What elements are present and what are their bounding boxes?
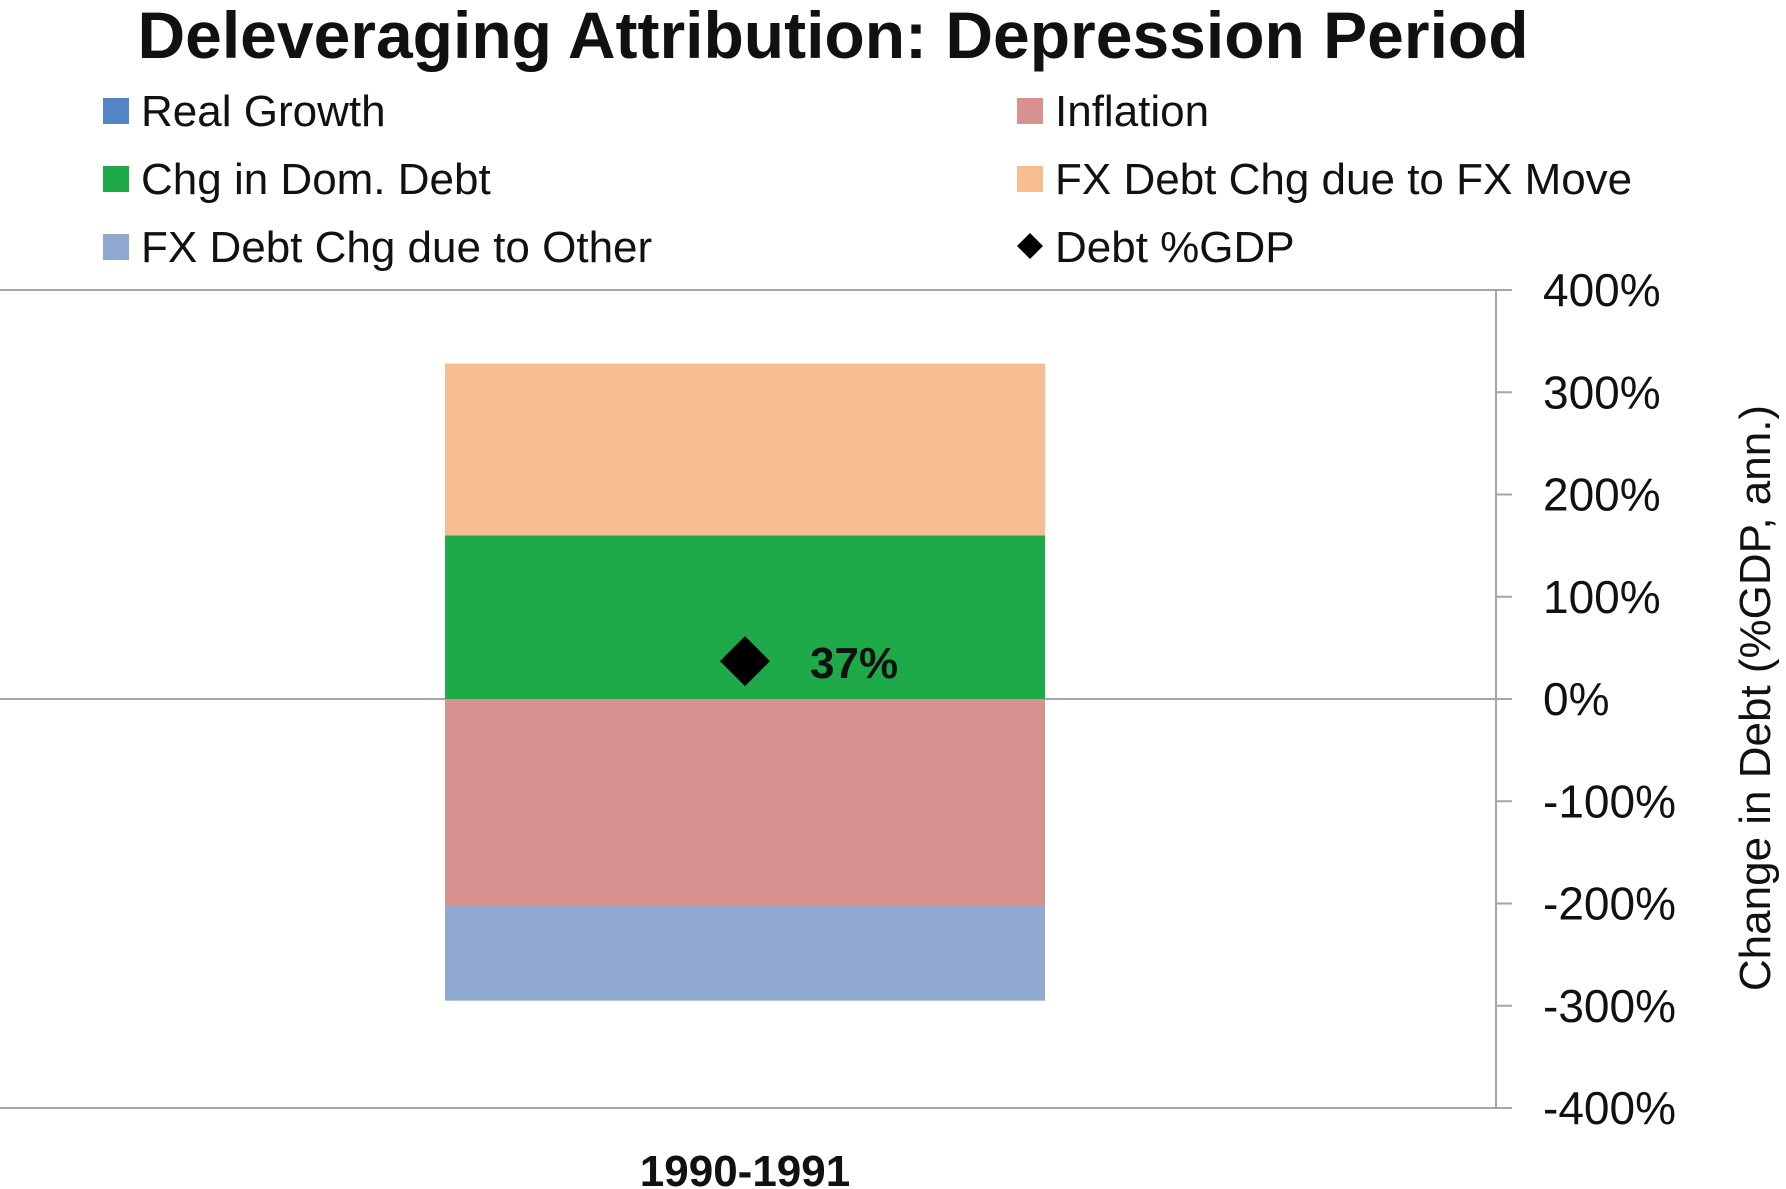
bar-segment-fx-debt-chg-due-to-fx-move	[445, 363, 1045, 536]
y-tick-label: 0%	[1543, 673, 1609, 725]
y-tick-label: -400%	[1543, 1082, 1676, 1134]
legend-item-real-growth: Real Growth	[103, 87, 386, 136]
legend-swatch	[103, 234, 129, 260]
legend-item-inflation: Inflation	[1017, 87, 1209, 136]
legend-label: Real Growth	[141, 87, 386, 136]
legend-swatch	[1017, 166, 1043, 192]
legend-label: Inflation	[1055, 87, 1209, 136]
y-axis-label: Change in Debt (%GDP, ann.)	[1731, 405, 1780, 991]
y-tick-label: -100%	[1543, 775, 1676, 827]
legend-item-chg-in-dom-debt: Chg in Dom. Debt	[103, 155, 491, 204]
legend-swatch	[103, 98, 129, 124]
legend-item-debt-pctgdp: Debt %GDP	[1017, 223, 1295, 272]
legend-label: Debt %GDP	[1055, 223, 1295, 272]
bar-segment-fx-debt-chg-due-to-other	[445, 905, 1045, 1001]
point-series: 37%	[720, 636, 898, 688]
chart-title: Deleveraging Attribution: Depression Per…	[137, 0, 1528, 72]
legend-swatch	[1017, 98, 1043, 124]
y-axis: 400% 300% 200% 100% 0% -100% -200% -300% -400%	[1496, 264, 1676, 1134]
x-category-label: 1990-1991	[640, 1147, 850, 1189]
legend-swatch	[103, 166, 129, 192]
legend-marker	[1017, 233, 1043, 259]
y-tick-label: 400%	[1543, 264, 1661, 316]
y-tick-label: 300%	[1543, 366, 1661, 418]
plot-area: 37%	[0, 289, 1497, 1109]
legend-label: FX Debt Chg due to Other	[141, 223, 652, 272]
bar-segment-inflation	[445, 699, 1045, 906]
bar-segments	[445, 363, 1045, 1001]
legend: Real Growth Inflation Chg in Dom. Debt FX D…	[103, 87, 1632, 272]
legend-label: Chg in Dom. Debt	[141, 155, 491, 204]
y-tick-label: -200%	[1543, 878, 1676, 930]
legend-item-fx-debt-chg-due-to-fx-move: FX Debt Chg due to FX Move	[1017, 155, 1632, 204]
y-tick-label: 100%	[1543, 571, 1661, 623]
y-tick-label: -300%	[1543, 980, 1676, 1032]
legend-item-fx-debt-chg-due-to-other: FX Debt Chg due to Other	[103, 223, 652, 272]
marker-debt-pctgdp	[720, 636, 770, 687]
x-axis: 1990-1991	[640, 1147, 850, 1189]
data-label: 37%	[810, 639, 898, 688]
y-tick-label: 200%	[1543, 469, 1661, 521]
legend-label: FX Debt Chg due to FX Move	[1055, 155, 1632, 204]
